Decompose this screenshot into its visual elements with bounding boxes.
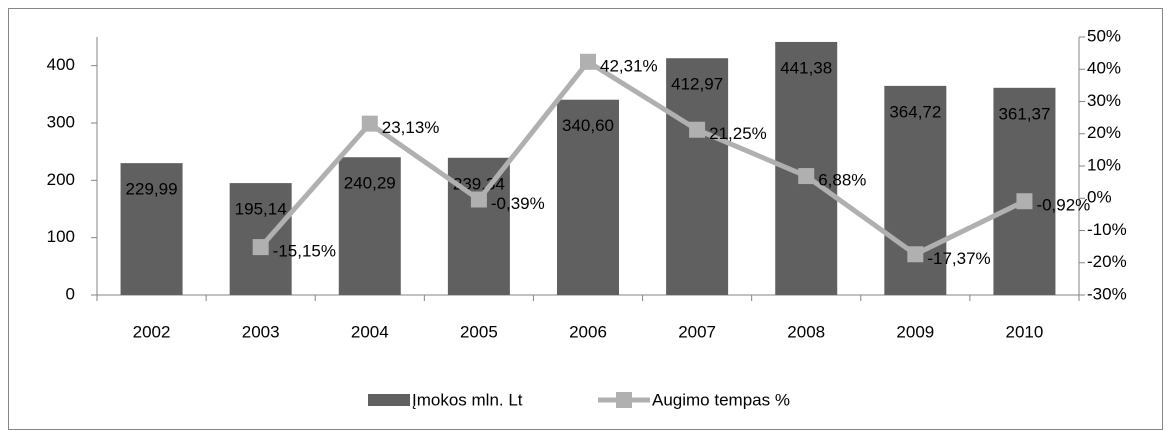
bar (338, 157, 401, 295)
bar-value-label: 340,60 (562, 116, 614, 135)
x-tick-label: 2002 (133, 322, 171, 341)
bar-value-label: 229,99 (126, 180, 178, 199)
bar (120, 163, 183, 295)
line-value-label: -17,37% (927, 249, 990, 268)
y-tick-label: 400 (47, 55, 75, 74)
line-value-label: -0,92% (1036, 196, 1090, 215)
line-value-label: -15,15% (273, 242, 336, 261)
line-value-label: -0,39% (491, 194, 545, 213)
bar (557, 99, 619, 296)
bar (666, 58, 729, 296)
y-tick-label: 300 (47, 112, 75, 131)
line-marker (1016, 193, 1033, 210)
line-value-label: 6,88% (818, 171, 866, 190)
y2-tick-label: 30% (1087, 91, 1121, 110)
y2-tick-label: 40% (1087, 59, 1121, 78)
line-marker (580, 53, 596, 70)
line-marker (907, 246, 924, 263)
legend-label: Augimo tempas % (652, 390, 790, 409)
y-tick-label: 200 (47, 170, 75, 189)
line-value-label: 23,13% (382, 118, 440, 137)
line (258, 58, 1026, 258)
legend-swatch (368, 394, 410, 406)
y-tick-label: 100 (47, 227, 75, 246)
line-marker (470, 191, 487, 208)
legend-label: Įmokos mln. Lt (412, 390, 523, 409)
line-marker (252, 239, 269, 256)
x-tick-label: 2008 (787, 322, 825, 341)
bar-value-label: 361,37 (998, 104, 1050, 123)
bar (229, 183, 292, 295)
bar-value-label: 412,97 (671, 75, 723, 94)
y2-tick-label: 0% (1087, 188, 1112, 207)
x-tick-label: 2006 (569, 322, 607, 341)
y-tick-label: 0 (66, 284, 75, 303)
line-marker (798, 168, 815, 185)
bar (447, 157, 510, 295)
y2-tick-label: 10% (1087, 155, 1121, 174)
y2-tick-label: -20% (1087, 252, 1127, 271)
y2-tick-label: 50% (1087, 26, 1121, 45)
line-marker (689, 121, 706, 138)
legend-swatch-marker (616, 392, 632, 408)
x-tick-label: 2004 (351, 322, 389, 341)
x-tick-label: 2009 (896, 322, 934, 341)
y2-tick-label: -30% (1087, 284, 1127, 303)
line-marker (361, 115, 378, 132)
bar-value-label: 441,38 (780, 58, 832, 77)
x-tick-label: 2003 (242, 322, 280, 341)
x-tick-label: 2005 (460, 322, 498, 341)
x-tick-label: 2007 (678, 322, 716, 341)
bar (993, 87, 1056, 295)
bar-value-label: 240,29 (344, 174, 396, 193)
x-tick-label: 2010 (1006, 322, 1044, 341)
line-value-label: 21,25% (709, 124, 767, 143)
y2-tick-label: 20% (1087, 123, 1121, 142)
line-value-label: 42,31% (600, 56, 658, 75)
bar-value-label: 195,14 (235, 200, 287, 219)
chart-frame (8, 8, 1163, 430)
bar-value-label: 364,72 (889, 102, 941, 121)
y2-tick-label: -10% (1087, 220, 1127, 239)
